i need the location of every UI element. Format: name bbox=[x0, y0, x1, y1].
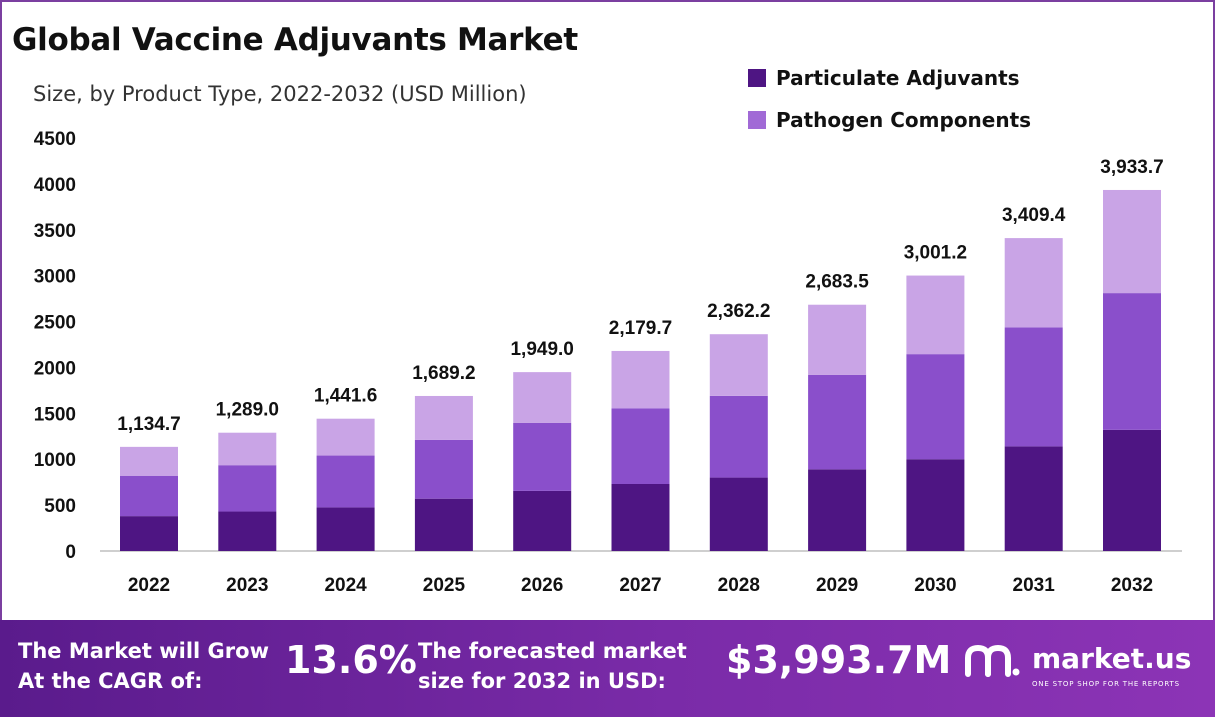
bar-total-label: 2,362.2 bbox=[707, 301, 770, 322]
y-tick-label: 4500 bbox=[34, 129, 76, 150]
bar-total-label: 3,001.2 bbox=[904, 243, 967, 264]
chart-title: Global Vaccine Adjuvants Market bbox=[12, 22, 578, 58]
brand-tagline: ONE STOP SHOP FOR THE REPORTS bbox=[1032, 680, 1180, 688]
bar-segment-series-1 bbox=[611, 408, 670, 485]
bar-total-label: 3,933.7 bbox=[1100, 157, 1163, 178]
x-tick-label: 2032 bbox=[1111, 575, 1153, 596]
x-tick-label: 2027 bbox=[619, 575, 661, 596]
bar-segment-series-2 bbox=[1004, 238, 1063, 328]
y-tick-label: 3500 bbox=[34, 221, 76, 242]
bar-total-label: 1,134.7 bbox=[117, 414, 180, 435]
x-tick-label: 2026 bbox=[521, 575, 563, 596]
bar-segment-series-0 bbox=[316, 507, 375, 551]
bar-segment-series-1 bbox=[906, 354, 965, 460]
bar-total-label: 2,179.7 bbox=[609, 318, 672, 339]
x-tick-label: 2024 bbox=[324, 575, 367, 596]
bar-total-label: 1,289.0 bbox=[216, 400, 279, 421]
bar-segment-series-0 bbox=[218, 511, 277, 551]
bar-total-label: 1,689.2 bbox=[412, 363, 475, 384]
bar-total-label: 1,949.0 bbox=[510, 339, 573, 360]
legend-item-pathogen-components: Pathogen Components bbox=[748, 108, 1031, 132]
footer-banner: The Market will Grow At the CAGR of: 13.… bbox=[0, 620, 1215, 717]
bar-segment-series-1 bbox=[808, 374, 867, 470]
bar-segment-series-0 bbox=[808, 469, 867, 551]
bar-segment-series-2 bbox=[906, 275, 965, 355]
x-tick-label: 2023 bbox=[226, 575, 268, 596]
y-tick-label: 4000 bbox=[34, 175, 76, 196]
cagr-value: 13.6% bbox=[285, 638, 417, 682]
x-tick-label: 2022 bbox=[128, 575, 170, 596]
legend: Particulate Adjuvants Pathogen Component… bbox=[748, 66, 1031, 150]
bar-segment-series-2 bbox=[414, 395, 473, 440]
y-tick-label: 0 bbox=[65, 542, 76, 563]
y-tick-label: 500 bbox=[44, 496, 76, 517]
bar-segment-series-0 bbox=[414, 498, 473, 551]
bar-segment-series-2 bbox=[513, 372, 572, 423]
bar-segment-series-0 bbox=[906, 459, 965, 551]
cagr-label-line-1: The Market will Grow bbox=[18, 639, 269, 663]
bar-segment-series-2 bbox=[611, 350, 670, 409]
bar-segment-series-2 bbox=[808, 304, 867, 375]
bar-segment-series-1 bbox=[120, 475, 178, 517]
bar-segment-series-0 bbox=[1004, 446, 1063, 551]
x-tick-label: 2031 bbox=[1013, 575, 1056, 596]
chart-subtitle: Size, by Product Type, 2022-2032 (USD Mi… bbox=[33, 82, 527, 106]
bar-total-label: 3,409.4 bbox=[1002, 205, 1066, 226]
legend-swatch-particulate-adjuvants bbox=[748, 69, 766, 87]
forecast-value: $3,993.7M bbox=[726, 638, 952, 682]
bar-segment-series-1 bbox=[709, 395, 768, 478]
x-tick-label: 2025 bbox=[423, 575, 466, 596]
legend-swatch-pathogen-components bbox=[748, 111, 766, 129]
bar-segment-series-0 bbox=[120, 516, 178, 551]
bar-segment-series-1 bbox=[513, 422, 572, 491]
bar-segment-series-2 bbox=[120, 446, 178, 476]
y-tick-label: 1500 bbox=[34, 404, 76, 425]
forecast-label-line-2: size for 2032 in USD: bbox=[418, 669, 666, 693]
bar-segment-series-0 bbox=[611, 484, 670, 551]
bar-segment-series-2 bbox=[709, 334, 768, 396]
bar-segment-series-1 bbox=[1004, 327, 1063, 447]
bar-segment-series-0 bbox=[513, 490, 572, 551]
y-tick-label: 1000 bbox=[34, 450, 76, 471]
y-tick-label: 2500 bbox=[34, 313, 76, 334]
bar-segment-series-2 bbox=[218, 432, 277, 466]
legend-item-particulate-adjuvants: Particulate Adjuvants bbox=[748, 66, 1031, 90]
bar-segment-series-0 bbox=[1103, 429, 1161, 551]
brand-name: market.us bbox=[1032, 642, 1192, 675]
market-us-logo-icon bbox=[965, 644, 1020, 677]
stacked-bar-chart: 0 500 1000 1500 2000 2500 3000 3500 4000 4500 1,13… bbox=[34, 129, 1182, 596]
forecast-label: The forecasted market size for 2032 in U… bbox=[418, 636, 687, 696]
x-tick-label: 2029 bbox=[816, 575, 858, 596]
bar-total-label: 2,683.5 bbox=[805, 272, 869, 293]
cagr-label-line-2: At the CAGR of: bbox=[18, 669, 203, 693]
legend-label-particulate-adjuvants: Particulate Adjuvants bbox=[776, 66, 1020, 90]
bar-segment-series-1 bbox=[1103, 293, 1161, 430]
bar-segment-series-1 bbox=[218, 465, 277, 512]
y-tick-label: 3000 bbox=[34, 267, 76, 288]
bar-total-label: 1,441.6 bbox=[314, 386, 377, 407]
x-tick-label: 2030 bbox=[914, 575, 956, 596]
forecast-label-line-1: The forecasted market bbox=[418, 639, 687, 663]
bar-segment-series-1 bbox=[316, 455, 375, 508]
cagr-label: The Market will Grow At the CAGR of: bbox=[18, 636, 269, 696]
bar-segment-series-2 bbox=[1103, 189, 1161, 294]
bar-segment-series-2 bbox=[316, 418, 375, 456]
bar-segment-series-1 bbox=[414, 439, 473, 499]
bar-segment-series-0 bbox=[709, 477, 768, 551]
x-tick-label: 2028 bbox=[718, 575, 760, 596]
legend-label-pathogen-components: Pathogen Components bbox=[776, 108, 1032, 132]
y-tick-label: 2000 bbox=[34, 358, 76, 379]
